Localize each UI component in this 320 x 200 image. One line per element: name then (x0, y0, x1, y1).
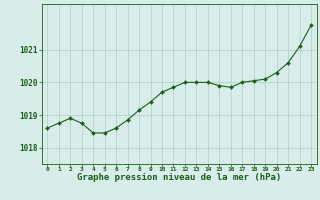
X-axis label: Graphe pression niveau de la mer (hPa): Graphe pression niveau de la mer (hPa) (77, 173, 281, 182)
